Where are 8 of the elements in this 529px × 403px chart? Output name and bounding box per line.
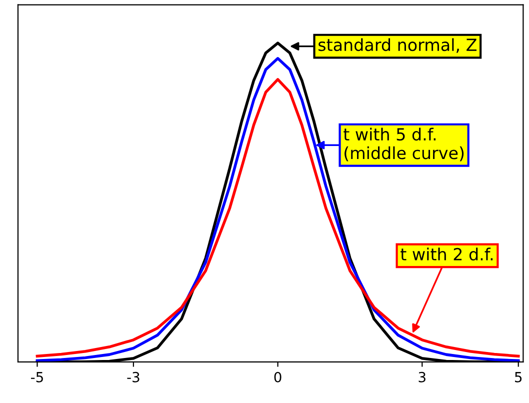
annotation: t with 5 d.f. (middle curve): [344, 128, 464, 162]
x-tick-label: 0: [274, 372, 282, 382]
x-tick-label: 3: [418, 372, 426, 382]
x-tick-label: -3: [127, 372, 140, 382]
annotation: t with 2 d.f.: [400, 248, 493, 261]
x-tick-label: -5: [30, 372, 43, 382]
x-tick-label: 5: [515, 372, 522, 382]
annotation: standard normal, Z: [318, 38, 476, 53]
